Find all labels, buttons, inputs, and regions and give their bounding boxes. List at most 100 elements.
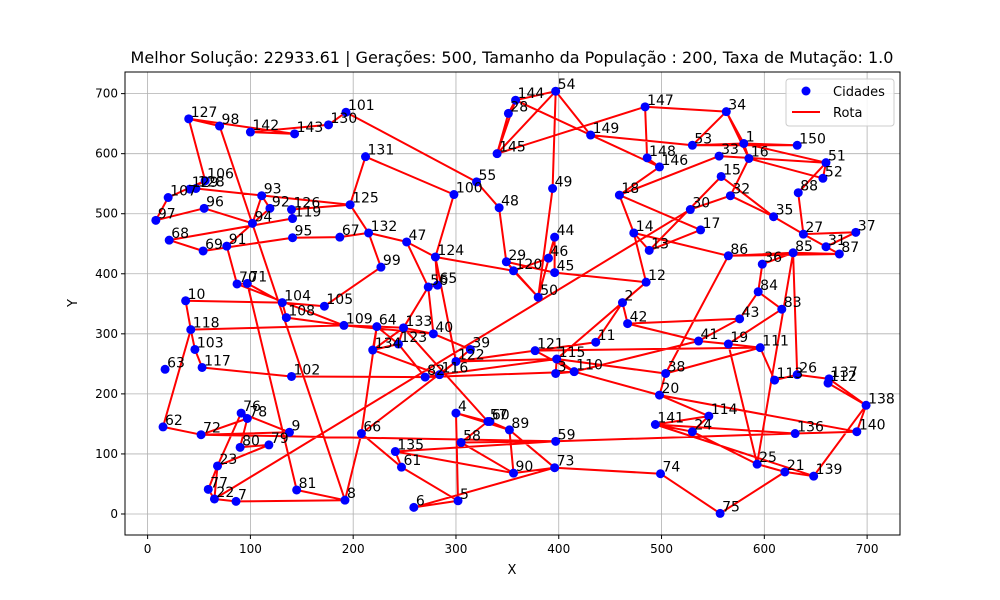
city-label: 65: [439, 271, 457, 287]
city-point: [739, 138, 749, 148]
city-label: 20: [661, 381, 679, 397]
city-label: 103: [197, 335, 224, 351]
city-label: 39: [472, 335, 490, 351]
city-label: 144: [518, 86, 545, 102]
city-point: [661, 368, 671, 378]
city-point: [242, 278, 252, 288]
city-label: 80: [242, 433, 260, 449]
city-label: 63: [167, 355, 185, 371]
city-point: [409, 502, 419, 512]
city-label: 109: [346, 311, 373, 327]
city-point: [509, 266, 519, 276]
city-label: 70: [239, 270, 257, 286]
city-point: [550, 463, 560, 473]
city-label: 124: [437, 243, 464, 259]
city-point: [345, 200, 355, 210]
city-label: 8: [347, 486, 356, 502]
city-point: [821, 242, 831, 252]
city-label: 59: [558, 427, 576, 443]
city-label: 11: [598, 328, 616, 344]
city-point: [654, 390, 664, 400]
city-point: [551, 86, 561, 96]
city-point: [245, 127, 255, 137]
city-point: [264, 440, 274, 450]
city-label: 120: [516, 257, 543, 273]
city-label: 136: [797, 420, 824, 436]
city-point: [735, 314, 745, 324]
city-label: 91: [229, 232, 247, 248]
city-point: [716, 171, 726, 181]
chart-title: Melhor Solução: 22933.61 | Gerações: 500…: [131, 48, 894, 67]
city-point: [780, 467, 790, 477]
city-label: 41: [701, 327, 719, 343]
city-point: [428, 329, 438, 339]
city-point: [390, 447, 400, 457]
city-label: 49: [555, 175, 573, 191]
city-point: [687, 140, 697, 150]
city-label: 53: [694, 131, 712, 147]
city-point: [222, 241, 232, 251]
city-label: 89: [511, 416, 529, 432]
legend-cities-label: Cidades: [833, 85, 885, 100]
city-label: 25: [759, 450, 777, 466]
city-point: [656, 469, 666, 479]
city-label: 12: [648, 268, 666, 284]
city-label: 81: [299, 476, 317, 492]
city-point: [723, 251, 733, 261]
city-label: 47: [409, 228, 427, 244]
city-label: 134: [375, 336, 402, 352]
city-label: 139: [816, 462, 843, 478]
city-point: [792, 370, 802, 380]
city-label: 56: [430, 273, 448, 289]
city-point: [723, 339, 733, 349]
city-point: [629, 228, 639, 238]
city-point: [151, 215, 161, 225]
city-label: 118: [193, 316, 220, 332]
city-label: 62: [165, 413, 183, 429]
city-label: 97: [158, 206, 176, 222]
city-point: [396, 462, 406, 472]
city-point: [641, 277, 651, 287]
city-label: 106: [207, 167, 234, 183]
city-point: [809, 471, 819, 481]
city-point: [685, 205, 695, 215]
city-point: [288, 214, 298, 224]
city-point: [770, 375, 780, 385]
city-point: [341, 107, 351, 117]
city-label: 116: [442, 361, 469, 377]
city-point: [232, 279, 242, 289]
legend-box: [785, 78, 895, 127]
city-point: [372, 322, 382, 332]
city-label: 37: [858, 218, 876, 234]
y-tick-label: 300: [95, 327, 118, 341]
city-label: 104: [284, 289, 311, 305]
city-point: [818, 173, 828, 183]
city-label: 113: [777, 366, 804, 382]
x-tick-label: 400: [547, 542, 570, 556]
city-label: 122: [458, 347, 485, 363]
city-label: 75: [722, 499, 740, 515]
y-tick-label: 600: [95, 147, 118, 161]
city-label: 3: [558, 359, 567, 375]
city-point: [793, 188, 803, 198]
city-point: [725, 191, 735, 201]
city-label: 13: [651, 236, 669, 252]
city-point: [292, 485, 302, 495]
city-point: [185, 184, 195, 194]
city-label: 84: [760, 278, 778, 294]
city-label: 131: [368, 143, 395, 159]
city-point: [798, 229, 808, 239]
city-label: 95: [295, 224, 313, 240]
city-label: 51: [828, 149, 846, 165]
plot-frame: [124, 71, 901, 536]
city-label: 130: [331, 111, 358, 127]
city-point: [788, 248, 798, 258]
city-label: 6: [416, 493, 425, 509]
city-point: [199, 203, 209, 213]
city-label: 38: [668, 359, 686, 375]
city-point: [257, 191, 267, 201]
city-label: 112: [830, 369, 857, 385]
x-tick-label: 200: [342, 542, 365, 556]
